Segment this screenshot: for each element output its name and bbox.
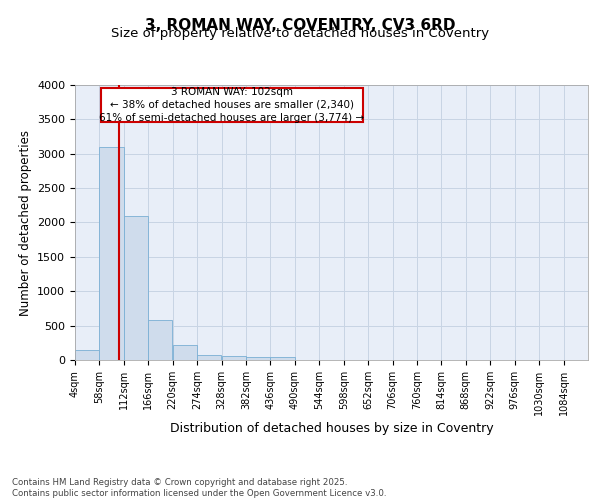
Bar <box>173 345 197 360</box>
Bar <box>197 354 221 360</box>
X-axis label: Distribution of detached houses by size in Coventry: Distribution of detached houses by size … <box>170 422 493 435</box>
Text: Size of property relative to detached houses in Coventry: Size of property relative to detached ho… <box>111 28 489 40</box>
Text: Contains HM Land Registry data © Crown copyright and database right 2025.
Contai: Contains HM Land Registry data © Crown c… <box>12 478 386 498</box>
Bar <box>124 216 148 360</box>
Bar <box>246 356 270 360</box>
Bar <box>148 320 172 360</box>
Y-axis label: Number of detached properties: Number of detached properties <box>19 130 32 316</box>
Bar <box>271 356 295 360</box>
Bar <box>100 147 124 360</box>
Text: 3 ROMAN WAY: 102sqm
← 38% of detached houses are smaller (2,340)
61% of semi-det: 3 ROMAN WAY: 102sqm ← 38% of detached ho… <box>100 86 365 123</box>
Bar <box>221 356 246 360</box>
Bar <box>75 350 99 360</box>
FancyBboxPatch shape <box>101 88 363 122</box>
Text: 3, ROMAN WAY, COVENTRY, CV3 6RD: 3, ROMAN WAY, COVENTRY, CV3 6RD <box>145 18 455 32</box>
